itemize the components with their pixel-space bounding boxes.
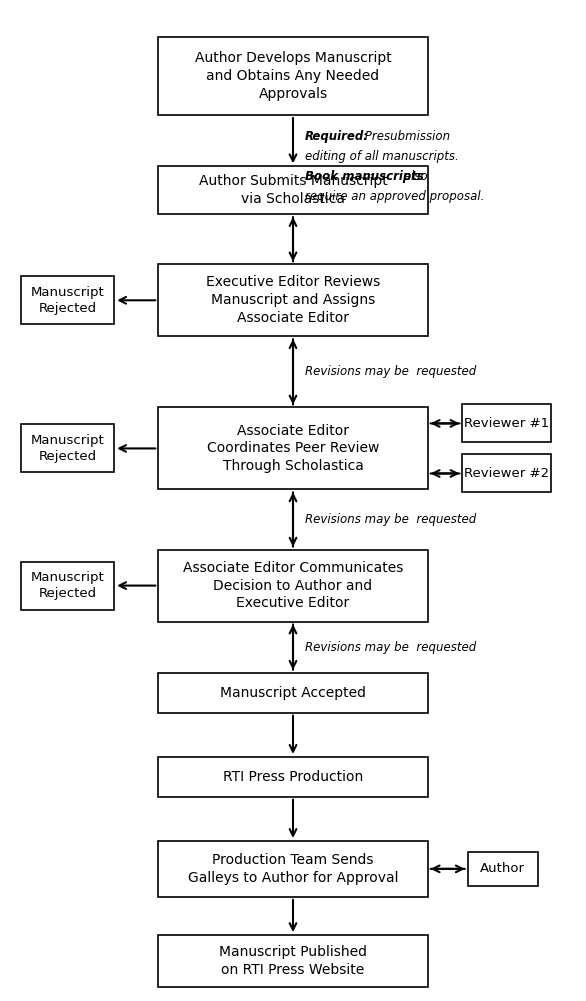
Bar bbox=[158, 550, 428, 622]
Text: Revisions may be  requested: Revisions may be requested bbox=[305, 365, 476, 378]
Text: Executive Editor Reviews
Manuscript and Assigns
Associate Editor: Executive Editor Reviews Manuscript and … bbox=[206, 275, 380, 325]
Bar bbox=[158, 841, 428, 897]
Bar bbox=[158, 673, 428, 713]
Text: Author: Author bbox=[481, 863, 525, 875]
Text: Book manuscripts: Book manuscripts bbox=[305, 170, 424, 183]
Text: Revisions may be  requested: Revisions may be requested bbox=[305, 514, 476, 526]
Bar bbox=[158, 166, 428, 214]
Bar bbox=[21, 424, 114, 472]
Text: Associate Editor
Coordinates Peer Review
Through Scholastica: Associate Editor Coordinates Peer Review… bbox=[207, 423, 379, 473]
Text: Associate Editor Communicates
Decision to Author and
Executive Editor: Associate Editor Communicates Decision t… bbox=[183, 561, 403, 611]
Text: Reviewer #2: Reviewer #2 bbox=[464, 467, 550, 479]
Text: Manuscript
Rejected: Manuscript Rejected bbox=[30, 571, 104, 601]
Text: Manuscript Accepted: Manuscript Accepted bbox=[220, 686, 366, 700]
Text: Presubmission: Presubmission bbox=[361, 130, 450, 143]
Bar bbox=[158, 935, 428, 987]
Text: Manuscript
Rejected: Manuscript Rejected bbox=[30, 433, 104, 463]
Text: Revisions may be  requested: Revisions may be requested bbox=[305, 641, 476, 654]
Bar bbox=[21, 562, 114, 610]
Text: Author Submits Manuscript
via Scholastica: Author Submits Manuscript via Scholastic… bbox=[199, 174, 387, 206]
Bar bbox=[468, 852, 538, 886]
Text: editing of all manuscripts.: editing of all manuscripts. bbox=[305, 150, 458, 163]
Text: Manuscript
Rejected: Manuscript Rejected bbox=[30, 285, 104, 315]
Text: Production Team Sends
Galleys to Author for Approval: Production Team Sends Galleys to Author … bbox=[188, 853, 398, 885]
Bar bbox=[158, 757, 428, 797]
Text: also: also bbox=[400, 170, 428, 183]
Text: RTI Press Production: RTI Press Production bbox=[223, 770, 363, 784]
Text: Manuscript Published
on RTI Press Website: Manuscript Published on RTI Press Websit… bbox=[219, 945, 367, 977]
Bar bbox=[158, 407, 428, 489]
Bar bbox=[158, 37, 428, 115]
Text: Reviewer #1: Reviewer #1 bbox=[464, 417, 550, 429]
Bar bbox=[462, 454, 551, 492]
Text: Author Develops Manuscript
and Obtains Any Needed
Approvals: Author Develops Manuscript and Obtains A… bbox=[195, 51, 391, 101]
Bar bbox=[462, 404, 551, 442]
Bar bbox=[21, 276, 114, 324]
Text: Required:: Required: bbox=[305, 130, 369, 143]
Bar bbox=[158, 264, 428, 336]
Text: require an approved proposal.: require an approved proposal. bbox=[305, 190, 484, 203]
